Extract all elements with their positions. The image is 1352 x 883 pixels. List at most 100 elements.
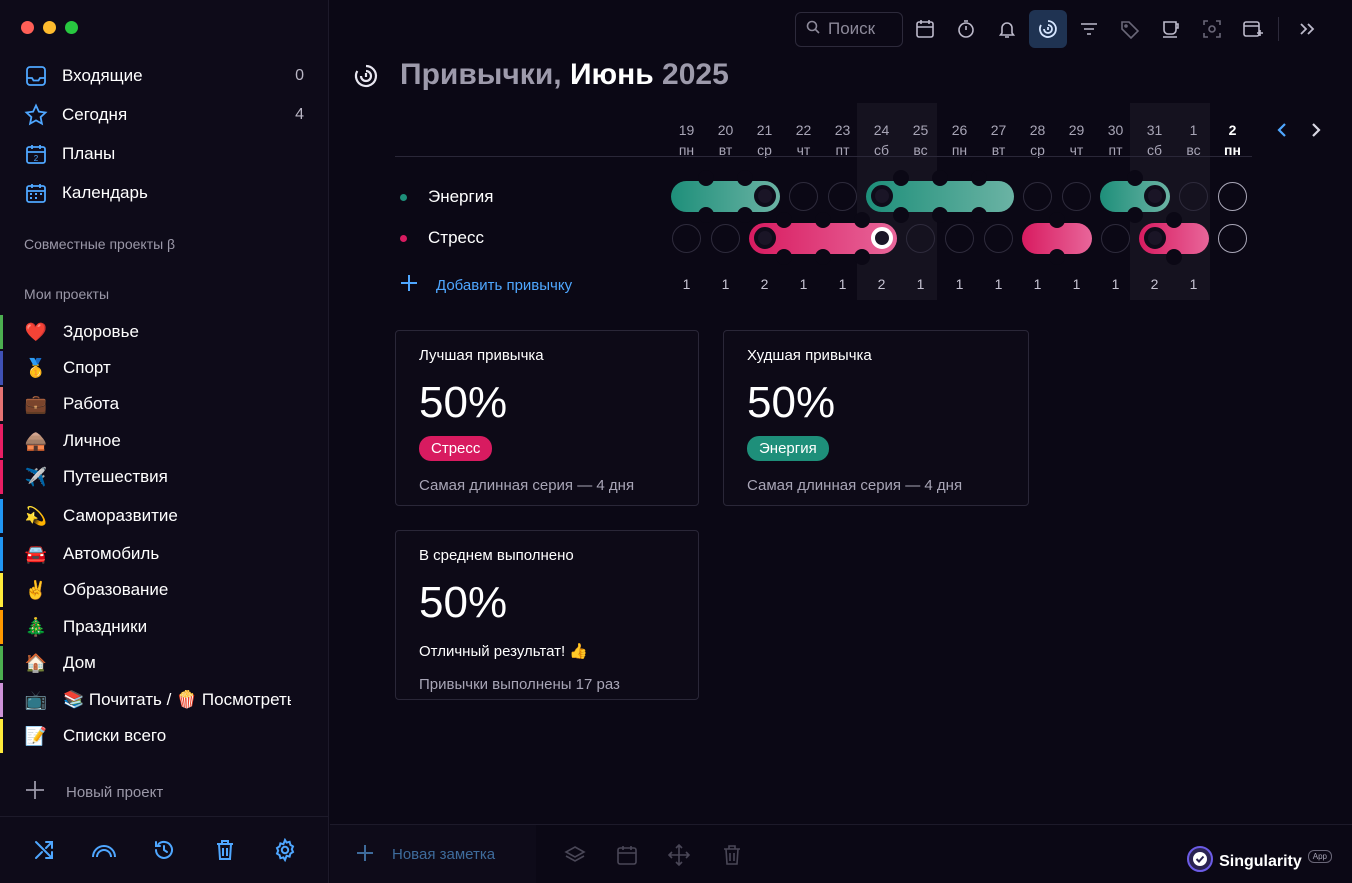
title-year[interactable]: 2025 xyxy=(662,58,729,91)
minimize-window-button[interactable] xyxy=(43,21,56,34)
new-note-label: Новая заметка xyxy=(392,846,496,863)
day-weekday: сб xyxy=(1146,142,1163,158)
calendar-icon xyxy=(24,181,48,205)
streak-notch xyxy=(1127,206,1143,223)
nav-calendar[interactable]: Календарь xyxy=(24,178,304,208)
streak-notch xyxy=(698,169,714,186)
history-icon[interactable] xyxy=(150,836,178,864)
project-item[interactable]: 💼 Работа xyxy=(0,387,329,421)
filter-icon[interactable] xyxy=(1070,10,1108,48)
habit-check-cell[interactable] xyxy=(1218,223,1247,253)
next-week-icon[interactable] xyxy=(1310,121,1322,145)
streak-notch xyxy=(776,248,792,265)
habit-check-cell[interactable] xyxy=(1062,181,1091,211)
bell-icon[interactable] xyxy=(988,10,1026,48)
streak-notch xyxy=(1127,169,1143,186)
habit-streak[interactable] xyxy=(1022,222,1092,254)
my-projects-heading[interactable]: Мои проекты xyxy=(24,286,110,302)
trash-icon[interactable] xyxy=(719,842,745,868)
tag-icon[interactable] xyxy=(1111,10,1149,48)
habit-check-cell[interactable] xyxy=(1023,181,1052,211)
habit-check-cell[interactable] xyxy=(789,181,818,211)
habit-check-cell[interactable] xyxy=(984,223,1013,253)
new-note-button[interactable]: Новая заметка xyxy=(330,825,536,883)
plus-icon xyxy=(400,274,418,296)
trash-icon[interactable] xyxy=(211,836,239,864)
card-subtext: Самая длинная серия — 4 дня xyxy=(747,477,963,494)
project-item[interactable]: 🏠 Дом xyxy=(0,646,329,680)
project-label: Образование xyxy=(63,580,169,599)
habit-check-cell[interactable] xyxy=(1101,223,1130,253)
habit-energy[interactable]: Энергия xyxy=(400,185,493,209)
maximize-window-button[interactable] xyxy=(65,21,78,34)
nav-count: 4 xyxy=(295,106,304,123)
new-project-button[interactable]: Новый проект xyxy=(24,779,163,805)
project-item[interactable]: 🥇 Спорт xyxy=(0,351,329,385)
rainbow-icon[interactable] xyxy=(90,836,118,864)
habit-name: Стресс xyxy=(428,228,484,247)
project-label: Работа xyxy=(63,394,120,413)
streak-marker xyxy=(753,185,776,207)
project-item[interactable]: 🚘 Автомобиль xyxy=(0,537,329,571)
title-month[interactable]: Июнь xyxy=(569,58,663,91)
day-weekday: ср xyxy=(1030,142,1045,158)
project-item[interactable]: 📝 Списки всего xyxy=(0,719,329,753)
add-window-icon[interactable] xyxy=(1234,10,1272,48)
worst-habit-card: Худшая привычка 50% Энергия Самая длинна… xyxy=(723,330,1029,506)
project-item[interactable]: 📺 📚 Почитать / 🍿 Посмотреть xyxy=(0,683,329,717)
habit-check-cell[interactable] xyxy=(906,223,935,253)
streak-notch xyxy=(1049,211,1065,228)
timer-icon[interactable] xyxy=(947,10,985,48)
project-item[interactable]: ✈️ Путешествия xyxy=(0,460,329,494)
sidebar: Входящие 0 Сегодня 4 2 Планы Календарь С… xyxy=(0,0,329,883)
project-label: 📚 Почитать / 🍿 Посмотреть xyxy=(63,690,291,709)
streak-notch xyxy=(1166,248,1182,265)
project-emoji-icon: 🎄 xyxy=(24,617,48,637)
project-item[interactable]: ✌️ Образование xyxy=(0,573,329,607)
settings-gear-icon[interactable] xyxy=(271,836,299,864)
project-item[interactable]: 🛖 Личное xyxy=(0,424,329,458)
card-subtext: Привычки выполнены 17 раз xyxy=(419,676,620,693)
calendar-view-icon[interactable] xyxy=(906,10,944,48)
habit-check-cell[interactable] xyxy=(1218,181,1247,211)
calendar-icon[interactable] xyxy=(614,842,640,868)
day-weekday: ср xyxy=(757,142,772,158)
project-item[interactable]: 💫 Саморазвитие xyxy=(0,499,329,533)
habit-check-cell[interactable] xyxy=(672,223,701,253)
project-emoji-icon: 📝 xyxy=(24,726,48,746)
streak-marker xyxy=(1143,185,1166,207)
close-window-button[interactable] xyxy=(21,21,34,34)
collapse-panel-icon[interactable] xyxy=(1288,10,1326,48)
focus-icon[interactable] xyxy=(1193,10,1231,48)
habit-stress[interactable]: Стресс xyxy=(400,226,484,250)
habit-check-cell[interactable] xyxy=(828,181,857,211)
shared-projects-heading[interactable]: Совместные проекты β xyxy=(24,236,176,252)
day-weekday: пн xyxy=(951,142,968,158)
habit-check-cell[interactable] xyxy=(711,223,740,253)
project-item[interactable]: 🎄 Праздники xyxy=(0,610,329,644)
nav-today[interactable]: Сегодня 4 xyxy=(24,100,304,130)
project-color-bar xyxy=(0,646,3,680)
move-icon[interactable] xyxy=(666,842,692,868)
streak-notch xyxy=(971,206,987,223)
plus-icon xyxy=(356,844,374,866)
project-item[interactable]: ❤️ Здоровье xyxy=(0,315,329,349)
streak-marker xyxy=(870,227,893,249)
search-field[interactable]: Поиск xyxy=(795,11,903,47)
habits-icon[interactable] xyxy=(1029,10,1067,48)
day-number: 28 xyxy=(1029,122,1046,138)
shuffle-icon[interactable] xyxy=(30,836,58,864)
sidebar-footer xyxy=(0,816,329,883)
nav-inbox[interactable]: Входящие 0 xyxy=(24,61,304,91)
day-number: 19 xyxy=(678,122,695,138)
habit-check-cell[interactable] xyxy=(1179,181,1208,211)
prev-week-icon[interactable] xyxy=(1276,121,1288,145)
project-label: Спорт xyxy=(63,358,111,377)
layers-icon[interactable] xyxy=(562,842,588,868)
project-label: Личное xyxy=(63,431,121,450)
coffee-cup-icon[interactable] xyxy=(1152,10,1190,48)
nav-plans[interactable]: 2 Планы xyxy=(24,139,304,169)
project-color-bar xyxy=(0,537,3,571)
habit-check-cell[interactable] xyxy=(945,223,974,253)
add-habit-button[interactable]: Добавить привычку xyxy=(400,274,572,296)
